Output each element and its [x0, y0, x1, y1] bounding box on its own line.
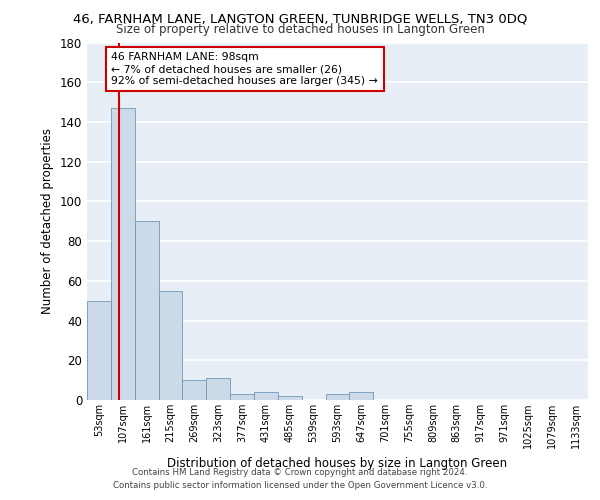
Bar [87, 300, 111, 400]
Bar [111, 108, 135, 400]
Text: 46, FARNHAM LANE, LANGTON GREEN, TUNBRIDGE WELLS, TN3 0DQ: 46, FARNHAM LANE, LANGTON GREEN, TUNBRID… [73, 12, 527, 26]
Bar [278, 396, 302, 400]
Y-axis label: Number of detached properties: Number of detached properties [41, 128, 54, 314]
Bar [158, 291, 182, 400]
Bar [254, 392, 278, 400]
Bar [135, 221, 158, 400]
Text: 46 FARNHAM LANE: 98sqm
← 7% of detached houses are smaller (26)
92% of semi-deta: 46 FARNHAM LANE: 98sqm ← 7% of detached … [112, 52, 378, 86]
Bar [182, 380, 206, 400]
Bar [349, 392, 373, 400]
Text: Size of property relative to detached houses in Langton Green: Size of property relative to detached ho… [116, 22, 484, 36]
Text: Contains HM Land Registry data © Crown copyright and database right 2024.
Contai: Contains HM Land Registry data © Crown c… [113, 468, 487, 490]
Bar [230, 394, 254, 400]
Bar [326, 394, 349, 400]
Bar [206, 378, 230, 400]
X-axis label: Distribution of detached houses by size in Langton Green: Distribution of detached houses by size … [167, 456, 508, 469]
